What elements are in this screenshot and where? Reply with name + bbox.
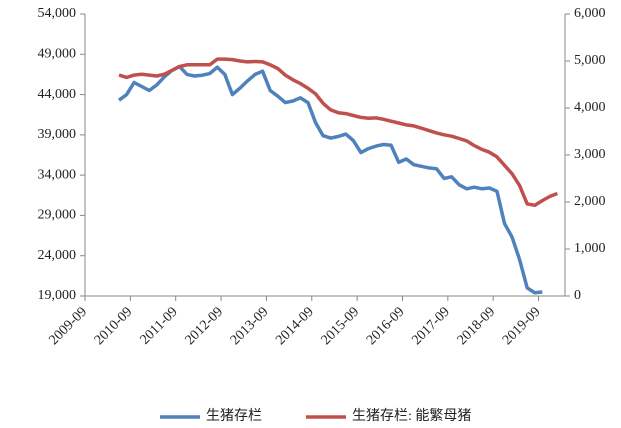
series-line	[118, 57, 559, 208]
y2-tick-label: 0	[574, 288, 581, 303]
y2-tick-label: 2,000	[574, 194, 606, 209]
y2-tick-label: 6,000	[574, 6, 606, 21]
x-tick-label: 2017-09	[409, 304, 453, 348]
x-tick-label: 2011-09	[138, 304, 181, 347]
x-tick-label: 2013-09	[228, 304, 272, 348]
y2-tick-label: 4,000	[574, 100, 606, 115]
x-tick-label: 2018-09	[455, 304, 499, 348]
legend-label: 生猪存栏	[206, 408, 262, 424]
y-tick-label: 39,000	[38, 127, 77, 142]
y-tick-label: 34,000	[38, 167, 77, 182]
y2-tick-label: 5,000	[574, 53, 606, 68]
y-tick-label: 24,000	[38, 248, 77, 263]
series-line	[117, 64, 543, 295]
y-tick-label: 49,000	[38, 47, 77, 62]
y-tick-label: 54,000	[38, 6, 77, 21]
y-tick-label: 19,000	[38, 288, 77, 303]
y2-tick-label: 3,000	[574, 147, 606, 162]
x-tick-label: 2016-09	[364, 304, 408, 348]
y-tick-label: 44,000	[38, 87, 77, 102]
x-tick-label: 2012-09	[183, 304, 227, 348]
y-tick-label: 29,000	[38, 208, 77, 223]
x-tick-label: 2010-09	[92, 304, 136, 348]
x-tick-label: 2014-09	[273, 304, 317, 348]
x-tick-label: 2015-09	[319, 304, 363, 348]
legend-label: 生猪存栏: 能繁母猪	[352, 408, 471, 424]
x-tick-label: 2009-09	[46, 304, 90, 348]
y2-tick-label: 1,000	[574, 241, 606, 256]
x-tick-label: 2019-09	[500, 304, 544, 348]
